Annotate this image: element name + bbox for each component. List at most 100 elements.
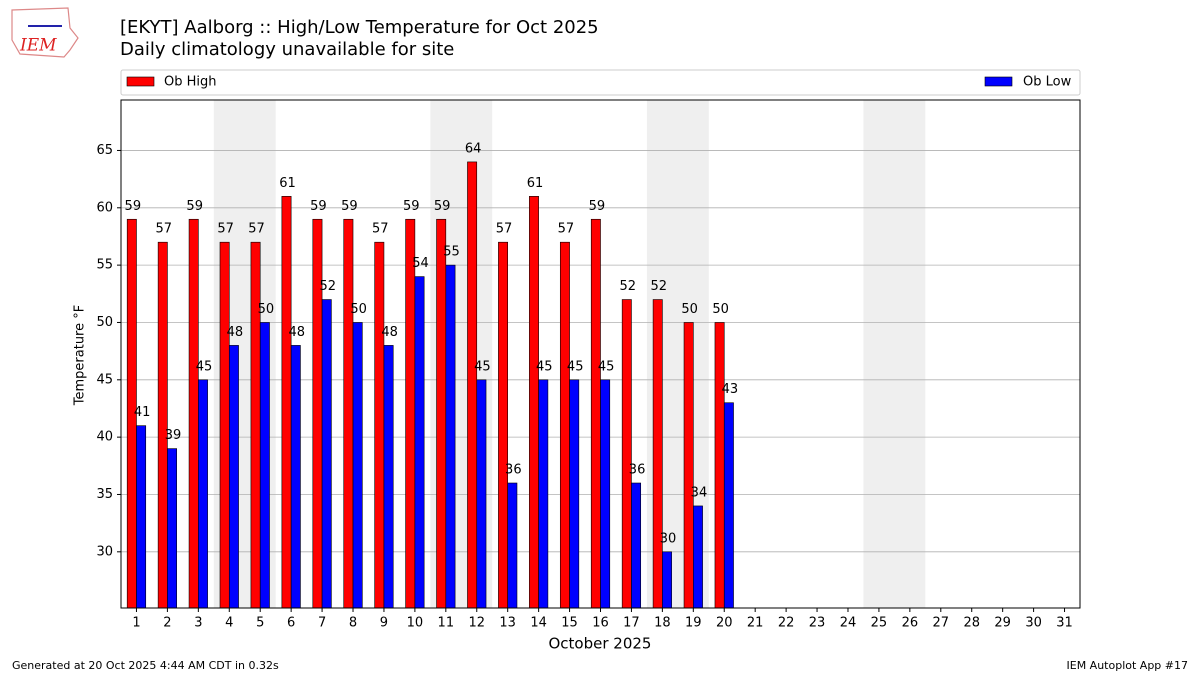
data-label: 52	[319, 279, 336, 294]
legend-box	[120, 69, 1081, 96]
y-tick-label: 55	[96, 258, 113, 273]
x-tick-label: 19	[685, 616, 702, 631]
x-tick-label: 11	[438, 616, 455, 631]
x-tick-label: 27	[933, 616, 950, 631]
bar	[445, 264, 456, 609]
bar	[312, 218, 323, 609]
x-tick-label: 16	[592, 616, 609, 631]
bar	[228, 345, 239, 609]
x-tick-label: 6	[287, 616, 295, 631]
data-label: 50	[350, 302, 367, 317]
x-tick-label: 1	[132, 616, 140, 631]
bar	[693, 505, 703, 609]
x-tick-label: 17	[623, 616, 640, 631]
footer-left: Generated at 20 Oct 2025 4:44 AM CDT in …	[12, 659, 279, 672]
x-tick-label: 9	[380, 616, 388, 631]
bar	[529, 196, 539, 609]
x-tick-label: 20	[716, 616, 733, 631]
data-label: 57	[155, 222, 172, 237]
bar	[476, 379, 487, 609]
x-tick-label: 7	[318, 616, 326, 631]
y-tick-label: 45	[96, 372, 113, 387]
bar	[600, 379, 611, 609]
x-tick-label: 2	[163, 616, 171, 631]
chart-subtitle: Daily climatology unavailable for site	[120, 39, 454, 60]
bar	[219, 241, 230, 609]
x-tick-label: 28	[963, 616, 980, 631]
bar	[559, 241, 570, 609]
y-axis-label: Temperature °F	[73, 305, 88, 406]
bar	[383, 345, 394, 609]
data-label: 64	[465, 141, 482, 156]
bar	[157, 241, 168, 609]
bar	[631, 482, 642, 609]
y-tick-label: 40	[96, 430, 113, 445]
data-label: 50	[712, 302, 729, 317]
bar	[538, 379, 549, 609]
bar	[662, 551, 672, 609]
data-label: 39	[165, 428, 182, 443]
bar	[498, 241, 508, 609]
data-label: 45	[598, 359, 615, 374]
x-tick-label: 25	[871, 616, 888, 631]
bar	[281, 196, 292, 609]
y-tick-label: 30	[96, 544, 113, 559]
bar	[723, 402, 734, 609]
data-label: 43	[722, 382, 739, 397]
data-label: 45	[536, 359, 553, 374]
bar	[467, 161, 478, 609]
y-tick-label: 50	[96, 315, 113, 330]
data-label: 30	[660, 531, 677, 546]
x-tick-label: 8	[349, 616, 357, 631]
bar	[290, 345, 301, 609]
legend-label: Ob High	[164, 75, 217, 90]
logo-text: IEM	[19, 36, 57, 56]
x-tick-label: 29	[994, 616, 1011, 631]
data-label: 57	[558, 222, 575, 237]
data-label: 57	[496, 222, 513, 237]
data-label: 57	[248, 222, 265, 237]
x-tick-label: 23	[809, 616, 826, 631]
data-label: 36	[629, 463, 646, 478]
weekend-shade	[863, 100, 926, 608]
x-axis-label: October 2025	[549, 635, 652, 653]
bar	[321, 299, 332, 609]
bar	[405, 218, 416, 609]
data-label: 45	[567, 359, 584, 374]
bar	[652, 299, 663, 609]
bar	[569, 379, 580, 609]
data-label: 45	[196, 359, 213, 374]
bar	[188, 218, 199, 609]
x-tick-label: 15	[561, 616, 578, 631]
data-label: 59	[186, 199, 203, 214]
data-label: 54	[412, 256, 429, 271]
data-label: 57	[372, 222, 389, 237]
data-label: 48	[227, 325, 244, 340]
x-tick-label: 31	[1056, 616, 1073, 631]
data-label: 59	[434, 199, 451, 214]
logo: IEM	[11, 7, 79, 58]
legend-swatch	[126, 76, 155, 87]
x-tick-label: 5	[256, 616, 264, 631]
x-tick-label: 26	[902, 616, 919, 631]
chart-title: [EKYT] Aalborg :: High/Low Temperature f…	[120, 17, 599, 38]
bar	[352, 322, 363, 609]
bar	[621, 299, 632, 609]
data-label: 57	[217, 222, 234, 237]
bar	[167, 448, 177, 609]
logo-outline	[11, 7, 79, 58]
x-tick-label: 18	[654, 616, 671, 631]
bar	[507, 482, 518, 609]
x-tick-label: 21	[747, 616, 764, 631]
data-label: 52	[620, 279, 637, 294]
data-label: 59	[310, 199, 327, 214]
data-label: 61	[527, 176, 544, 191]
bar	[414, 276, 425, 609]
x-tick-label: 22	[778, 616, 795, 631]
x-tick-label: 24	[840, 616, 857, 631]
data-label: 48	[381, 325, 398, 340]
bar	[136, 425, 147, 609]
y-tick-label: 35	[96, 487, 113, 502]
data-label: 41	[134, 405, 151, 420]
x-tick-label: 3	[194, 616, 202, 631]
